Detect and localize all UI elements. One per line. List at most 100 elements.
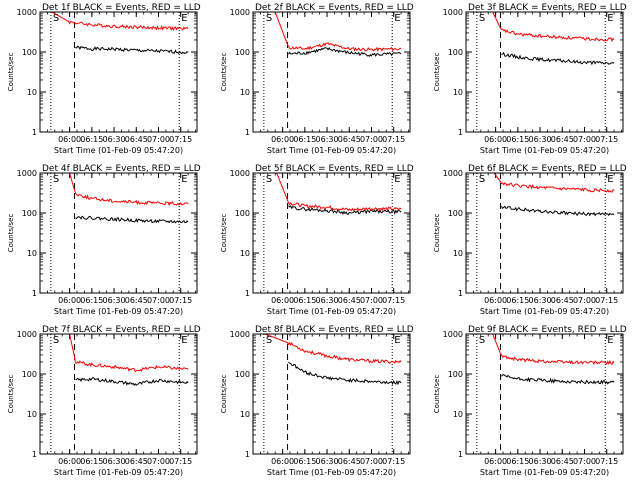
- end-marker-label: E: [181, 13, 187, 24]
- y-tick-label: 10: [240, 410, 250, 419]
- x-tick-label: 06:00: [58, 296, 81, 305]
- chart-panel-2: Det 2f BLACK = Events, RED = LLD Counts/s…: [220, 3, 414, 155]
- x-tick-label: 07:15: [382, 296, 405, 305]
- x-tick-label: 06:00: [58, 135, 81, 144]
- x-tick-label: 07:00: [573, 296, 596, 305]
- x-tick-label: 06:45: [551, 296, 574, 305]
- start-marker-label: S: [479, 335, 485, 346]
- y-tick-label: 1: [245, 128, 250, 137]
- events-series-line: [288, 46, 402, 57]
- x-tick-label: 06:15: [293, 296, 316, 305]
- end-marker-label: E: [394, 13, 400, 24]
- x-tick-label: 06:30: [316, 135, 339, 144]
- chart-title: Det 1f BLACK = Events, RED = LLD: [42, 3, 201, 13]
- lld-series-line: [69, 333, 189, 373]
- y-tick-label: 100: [235, 209, 250, 218]
- plot-frame: [465, 11, 624, 133]
- start-marker-label: S: [266, 13, 272, 24]
- y-tick-label: 100: [235, 370, 250, 379]
- chart-title: Det 8f BLACK = Events, RED = LLD: [255, 325, 414, 335]
- y-tick-label: 100: [22, 370, 37, 379]
- y-tick-label: 1: [458, 450, 463, 459]
- chart-panel-5: Det 5f BLACK = Events, RED = LLD Counts/s…: [220, 164, 414, 316]
- y-axis-label: Counts/sec: [433, 214, 441, 253]
- x-tick-label: 06:00: [271, 457, 294, 466]
- events-series-line: [75, 215, 189, 224]
- x-tick-label: 07:15: [382, 457, 405, 466]
- x-tick-label: 07:00: [573, 135, 596, 144]
- y-tick-label: 1: [458, 289, 463, 298]
- chart-panel-4: Det 4f BLACK = Events, RED = LLD Counts/s…: [7, 164, 201, 316]
- x-tick-label: 06:45: [125, 135, 148, 144]
- x-axis-label: Start Time (01-Feb-09 05:47:20): [480, 468, 609, 477]
- y-tick-label: 100: [448, 48, 463, 57]
- x-tick-label: 06:15: [506, 296, 529, 305]
- y-tick-label: 1000: [443, 330, 463, 339]
- y-tick-label: 1000: [230, 169, 250, 178]
- y-tick-label: 10: [453, 249, 463, 258]
- y-tick-label: 1000: [230, 8, 250, 17]
- plot-frame: [39, 172, 198, 294]
- x-axis-label: Start Time (01-Feb-09 05:47:20): [54, 307, 183, 316]
- x-tick-label: 07:15: [169, 457, 192, 466]
- events-series-line: [288, 205, 402, 216]
- events-series-line: [75, 45, 189, 55]
- y-tick-label: 10: [453, 88, 463, 97]
- x-tick-label: 06:45: [338, 457, 361, 466]
- lld-series-line: [69, 172, 189, 207]
- plot-frame: [465, 333, 624, 455]
- x-tick-label: 06:15: [506, 457, 529, 466]
- x-tick-label: 06:15: [506, 135, 529, 144]
- x-tick-label: 06:00: [271, 135, 294, 144]
- x-tick-label: 06:30: [103, 135, 126, 144]
- chart-title: Det 4f BLACK = Events, RED = LLD: [42, 164, 201, 174]
- y-tick-label: 100: [448, 209, 463, 218]
- x-tick-label: 06:45: [338, 135, 361, 144]
- plot-frame: [252, 333, 411, 455]
- x-tick-label: 06:30: [529, 296, 552, 305]
- end-marker-label: E: [181, 335, 187, 346]
- y-axis-label: Counts/sec: [7, 375, 15, 414]
- x-tick-label: 06:30: [103, 296, 126, 305]
- y-tick-label: 10: [240, 249, 250, 258]
- x-tick-label: 06:15: [80, 296, 103, 305]
- x-tick-label: 06:00: [58, 457, 81, 466]
- x-tick-label: 06:15: [293, 457, 316, 466]
- y-tick-label: 10: [453, 410, 463, 419]
- events-series-line: [288, 361, 402, 386]
- chart-title: Det 7f BLACK = Events, RED = LLD: [42, 325, 201, 335]
- end-marker-label: E: [607, 13, 613, 24]
- chart-panel-7: Det 7f BLACK = Events, RED = LLD Counts/s…: [7, 325, 201, 477]
- chart-panel-3: Det 3f BLACK = Events, RED = LLD Counts/s…: [433, 3, 627, 155]
- end-marker-label: E: [607, 335, 613, 346]
- x-tick-label: 07:15: [382, 135, 405, 144]
- x-tick-label: 07:15: [595, 296, 618, 305]
- plot-frame: [252, 11, 411, 133]
- plot-frame: [465, 172, 624, 294]
- y-tick-label: 100: [22, 48, 37, 57]
- events-series-line: [75, 376, 189, 386]
- x-tick-label: 07:00: [573, 457, 596, 466]
- x-tick-label: 06:30: [316, 296, 339, 305]
- y-tick-label: 1: [245, 450, 250, 459]
- x-tick-label: 07:00: [147, 457, 170, 466]
- x-tick-label: 06:30: [529, 457, 552, 466]
- y-tick-label: 1000: [443, 8, 463, 17]
- start-marker-label: S: [53, 13, 59, 24]
- x-tick-label: 06:45: [551, 457, 574, 466]
- x-tick-label: 07:15: [169, 296, 192, 305]
- start-marker-label: S: [266, 335, 272, 346]
- x-tick-label: 07:00: [360, 457, 383, 466]
- x-tick-label: 07:15: [169, 135, 192, 144]
- y-tick-label: 1000: [17, 169, 37, 178]
- y-tick-label: 100: [22, 209, 37, 218]
- y-axis-label: Counts/sec: [220, 214, 228, 253]
- lld-series-line: [492, 11, 615, 43]
- lld-series-line: [276, 172, 402, 212]
- x-tick-label: 06:45: [551, 135, 574, 144]
- x-tick-label: 06:00: [484, 296, 507, 305]
- y-tick-label: 100: [235, 48, 250, 57]
- chart-panel-9: Det 9f BLACK = Events, RED = LLD Counts/s…: [433, 325, 627, 477]
- x-tick-label: 07:00: [360, 135, 383, 144]
